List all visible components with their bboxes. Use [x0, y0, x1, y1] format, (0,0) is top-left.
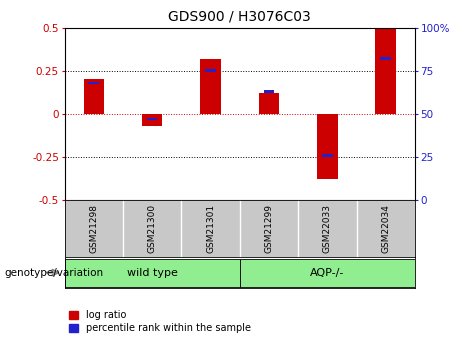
Text: genotype/variation: genotype/variation — [5, 268, 104, 277]
Bar — [322, 154, 332, 157]
Bar — [205, 69, 216, 72]
Text: wild type: wild type — [127, 268, 177, 277]
Text: GSM21299: GSM21299 — [265, 204, 273, 253]
Bar — [317, 114, 337, 179]
Bar — [200, 59, 221, 114]
Bar — [375, 28, 396, 114]
Text: AQP-/-: AQP-/- — [310, 268, 344, 277]
Text: GSM22034: GSM22034 — [381, 204, 390, 253]
Bar — [259, 93, 279, 114]
Bar — [240, 259, 415, 286]
Legend: log ratio, percentile rank within the sample: log ratio, percentile rank within the sa… — [70, 310, 251, 333]
Bar — [83, 79, 104, 114]
Bar — [264, 90, 274, 93]
Title: GDS900 / H3076C03: GDS900 / H3076C03 — [168, 10, 311, 24]
Bar — [65, 259, 240, 286]
Text: GSM22033: GSM22033 — [323, 204, 332, 253]
Text: GSM21300: GSM21300 — [148, 204, 157, 253]
Bar — [142, 114, 162, 126]
Text: GSM21301: GSM21301 — [206, 204, 215, 253]
Bar — [89, 81, 99, 84]
Text: GSM21298: GSM21298 — [89, 204, 98, 253]
Bar — [380, 57, 391, 60]
Bar — [147, 118, 157, 120]
